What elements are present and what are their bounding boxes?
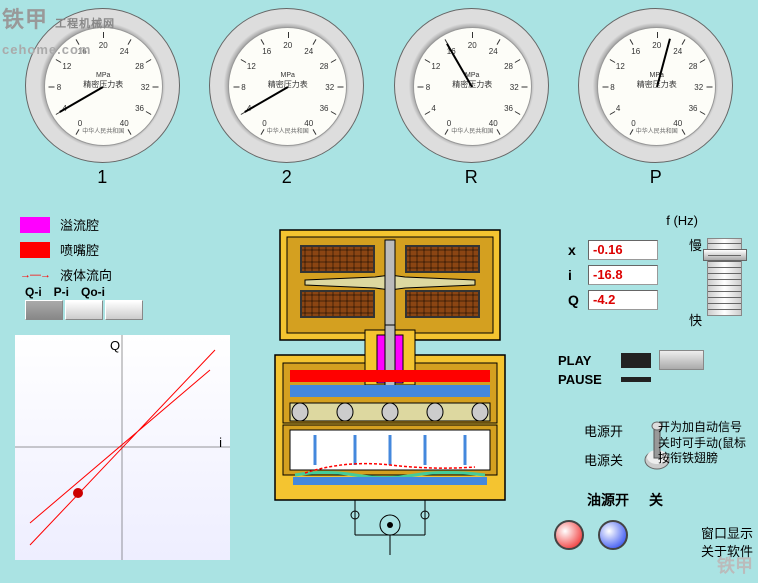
gauge-2: 0481216202428323640MPa精密压力表中华人民共和国 xyxy=(209,8,364,163)
gauge-P: 0481216202428323640MPa精密压力表中华人民共和国 xyxy=(578,8,733,163)
mode-buttons xyxy=(25,300,143,320)
power-description: 开为加自动信号 关时可手动(鼠标 按衔铁翅膀 xyxy=(658,420,756,467)
x-value: -0.16 xyxy=(588,240,658,260)
readouts: x-0.16 i-16.8 Q-4.2 xyxy=(568,240,658,315)
qi-chart: Q i xyxy=(15,335,230,560)
blue-light[interactable] xyxy=(598,520,628,550)
q-value: -4.2 xyxy=(588,290,658,310)
red-light[interactable] xyxy=(554,520,584,550)
q-axis-label: Q xyxy=(110,338,120,353)
valve-diagram xyxy=(245,225,535,565)
play-button[interactable] xyxy=(621,353,651,368)
qi-button[interactable] xyxy=(25,300,63,320)
qoi-button[interactable] xyxy=(105,300,143,320)
power-labels: 电源开 电源关 xyxy=(584,418,623,475)
watermark-br: 铁甲 xyxy=(717,552,753,578)
overflow-color xyxy=(20,217,50,233)
freq-label: f (Hz) xyxy=(666,213,698,228)
gauge-R: 0481216202428323640MPa精密压力表中华人民共和国 xyxy=(394,8,549,163)
speed-slider[interactable] xyxy=(707,238,742,316)
pause-button[interactable] xyxy=(621,377,651,382)
i-value: -16.8 xyxy=(588,265,658,285)
slow-label: 慢 xyxy=(689,235,702,254)
flow-arrow-icon: →—→ xyxy=(20,269,50,281)
i-axis-label: i xyxy=(219,435,222,450)
button-labels: Q-iP-iQo-i xyxy=(25,285,105,299)
window-show-button[interactable]: 窗口显示 xyxy=(701,525,753,543)
pi-button[interactable] xyxy=(65,300,103,320)
legend: 溢流腔 喷嘴腔 →—→液体流向 xyxy=(20,215,112,290)
fast-label: 快 xyxy=(689,310,702,329)
playback-controls: PLAY PAUSE xyxy=(558,350,748,389)
oil-source: 油源开关 xyxy=(587,490,683,510)
watermark: 铁甲 工程机械网 cehome.com xyxy=(2,2,115,60)
nozzle-color xyxy=(20,242,50,258)
play-toggle[interactable] xyxy=(659,350,704,370)
indicator-lights xyxy=(554,520,628,550)
